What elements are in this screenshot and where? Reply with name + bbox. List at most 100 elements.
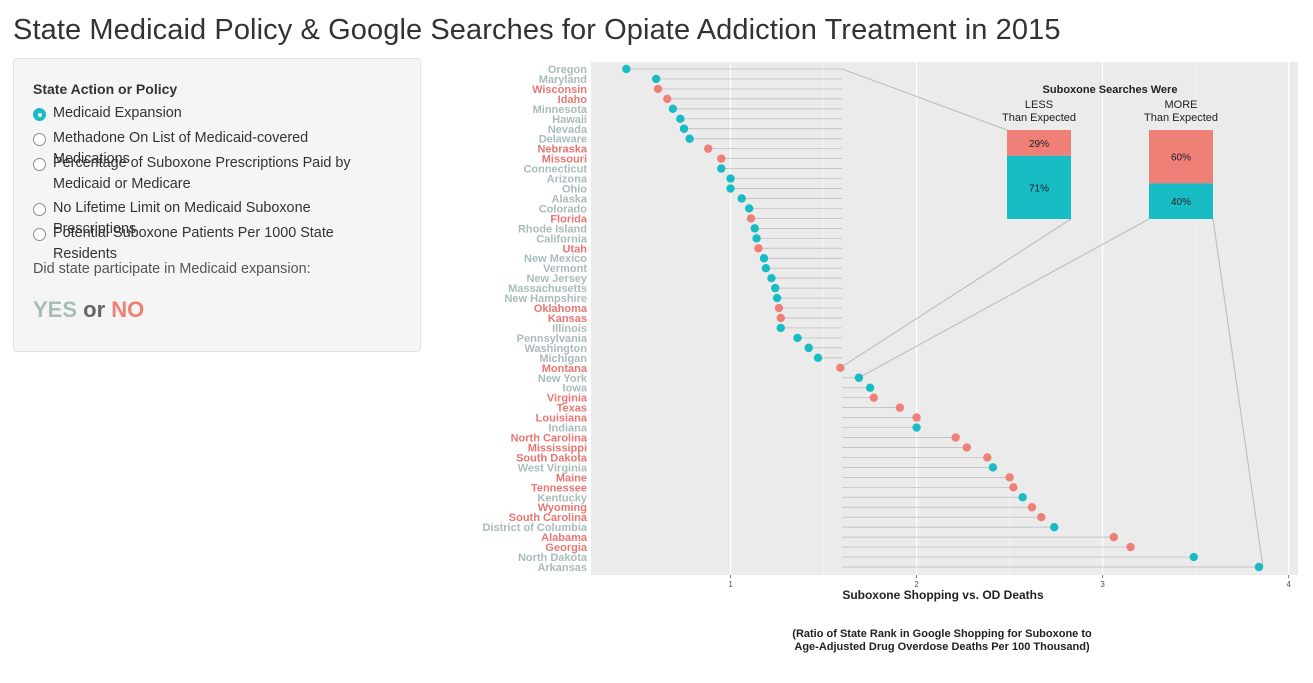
point-washington — [804, 343, 813, 353]
state-label: Indiana — [548, 423, 587, 435]
inset-bar-yes — [1007, 155, 1071, 219]
state-label: Vermont — [543, 263, 587, 275]
point-alabama — [1109, 532, 1119, 542]
state-label: Maryland — [539, 74, 587, 86]
expansion-question: Did state participate in Medicaid expans… — [33, 261, 311, 277]
point-florida — [746, 214, 756, 223]
state-label: Montana — [542, 363, 588, 375]
connector-line — [841, 68, 1008, 131]
inset-pct-yes: 40% — [1171, 197, 1191, 208]
point-utah — [754, 244, 763, 253]
state-label: Michigan — [539, 353, 587, 365]
panel-heading: State Action or Policy — [33, 81, 178, 97]
inset-pct-no: 60% — [1171, 153, 1191, 164]
segments — [626, 68, 1259, 568]
radio-label: No Lifetime Limit on Medicaid Suboxone P… — [53, 200, 311, 237]
radio-potential-patients[interactable]: Potential Suboxone Patients Per 1000 Sta… — [33, 225, 373, 265]
state-label: New Jersey — [526, 273, 587, 285]
state-label: Nevada — [548, 124, 588, 136]
legend-or: or — [83, 297, 106, 322]
state-label: New Hampshire — [504, 293, 587, 305]
point-oklahoma — [774, 303, 784, 313]
radio-button-icon[interactable] — [33, 228, 46, 241]
radio-medicaid-expansion[interactable]: Medicaid Expansion — [33, 105, 373, 124]
state-label: South Carolina — [509, 512, 588, 524]
radio-button-icon[interactable] — [33, 108, 46, 121]
state-label: District of Columbia — [482, 522, 587, 534]
point-north-carolina — [951, 433, 960, 442]
point-alaska — [737, 194, 746, 203]
x-axis-note-line: (Ratio of State Rank in Google Shopping … — [792, 628, 1092, 640]
state-label: North Dakota — [518, 552, 588, 564]
state-label: Kansas — [548, 313, 587, 325]
inset-bar-no — [1149, 130, 1213, 184]
radio-button-icon[interactable] — [33, 133, 46, 146]
state-label: Arkansas — [537, 562, 587, 574]
grid-lines — [729, 62, 1290, 575]
point-missouri — [717, 154, 726, 163]
state-label: Louisiana — [536, 413, 588, 425]
state-label: Colorado — [539, 203, 588, 215]
point-virginia — [869, 393, 878, 402]
state-label: Tennessee — [531, 482, 587, 494]
state-label: Alaska — [552, 193, 588, 205]
state-label: Idaho — [558, 94, 588, 106]
inset-group-sublabel: Than Expected — [1144, 112, 1218, 124]
state-label: Wyoming — [538, 502, 587, 514]
state-label: Minnesota — [533, 104, 588, 116]
state-label: Rhode Island — [518, 223, 587, 235]
state-label: Virginia — [547, 393, 588, 405]
inset-bar-no — [1007, 130, 1071, 156]
state-label: Texas — [557, 403, 587, 415]
point-california — [752, 234, 761, 243]
point-new-hampshire — [772, 293, 782, 303]
legend-no: NO — [111, 297, 145, 322]
point-michigan — [813, 353, 823, 363]
connector-line — [840, 218, 1072, 369]
state-label: Connecticut — [523, 164, 587, 176]
state-label: Hawaii — [552, 114, 587, 126]
state-label: Georgia — [545, 542, 587, 554]
state-label: Mississippi — [528, 442, 587, 454]
point-colorado — [744, 204, 754, 213]
inset-group-label: LESS — [1025, 99, 1053, 111]
radio-suboxone-paid-percentage[interactable]: Percentage of Suboxone Prescriptions Pai… — [33, 155, 373, 195]
radio-methadone-list[interactable]: Methadone On List of Medicaid-covered Me… — [33, 130, 373, 170]
radio-button-icon[interactable] — [33, 203, 46, 216]
point-rhode-island — [750, 224, 759, 233]
legend-yes: YES — [33, 297, 78, 322]
x-axis-note: (Ratio of State Rank in Google Shopping … — [792, 628, 1092, 653]
point-massachusetts — [770, 283, 780, 293]
inset-title: Suboxone Searches Were — [1043, 84, 1178, 96]
inset-pct-no: 29% — [1029, 139, 1049, 150]
state-label: Ohio — [562, 184, 587, 196]
x-tick-label: 3 — [1100, 580, 1105, 589]
point-new-jersey — [767, 273, 776, 283]
point-district-of-columbia — [1050, 522, 1059, 532]
point-arizona — [726, 174, 735, 183]
state-label: Kentucky — [537, 492, 587, 504]
data-points — [622, 64, 1264, 572]
x-tick-label: 1 — [728, 580, 733, 589]
state-label: California — [536, 233, 588, 245]
state-label: Arizona — [547, 174, 588, 186]
point-montana — [836, 363, 845, 372]
state-label: Iowa — [563, 383, 588, 395]
x-tick-label: 4 — [1286, 580, 1291, 589]
state-label: Massachusetts — [508, 283, 587, 295]
radio-no-lifetime-limit[interactable]: No Lifetime Limit on Medicaid Suboxone P… — [33, 200, 373, 240]
radio-button-icon[interactable] — [33, 158, 46, 171]
point-vermont — [761, 264, 771, 273]
point-wisconsin — [653, 84, 663, 94]
point-maine — [1005, 473, 1014, 482]
state-label: Wisconsin — [532, 84, 587, 96]
point-nevada — [679, 124, 689, 133]
point-ohio — [726, 184, 735, 193]
point-connecticut — [717, 164, 726, 173]
state-label: Oklahoma — [534, 303, 588, 315]
state-labels: OregonMarylandWisconsinIdahoMinnesotaHaw… — [482, 64, 587, 574]
radio-label: Methadone On List of Medicaid-covered Me… — [53, 130, 309, 167]
point-pennsylvania — [793, 333, 802, 343]
point-wyoming — [1027, 503, 1037, 512]
